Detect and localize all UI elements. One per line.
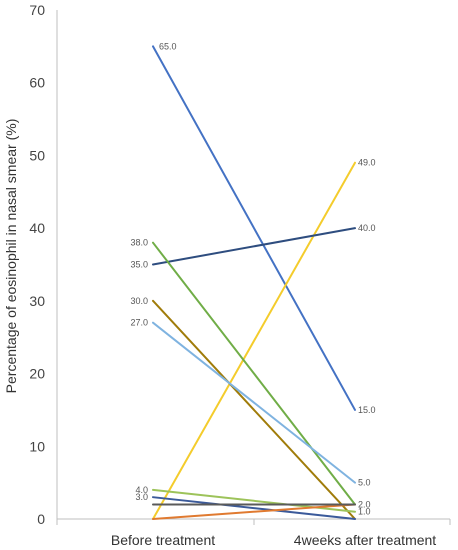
series-line: [152, 299, 356, 520]
data-label: 65.0: [159, 41, 177, 51]
data-label: 38.0: [130, 238, 148, 248]
y-axis-title: Percentage of eosinophil in nasal smear …: [3, 119, 19, 394]
data-label: 30.0: [130, 296, 148, 306]
data-label: 1.0: [358, 507, 371, 517]
x-category-label: 4weeks after treatment: [294, 532, 437, 548]
series-line: [152, 496, 356, 520]
axes: 0 10 20 30 40 50 60 70 Before treatment 4weeks af…: [29, 2, 451, 548]
data-label: 49.0: [358, 158, 376, 168]
data-label: 3.0: [135, 492, 148, 502]
x-category-label: Before treatment: [111, 532, 215, 548]
data-labels: 65.0 15.0 49.0 35.0 40.0 38.0 30.0 27.0 5.0 4.0 1.…: [130, 41, 375, 516]
y-tick-label: 20: [29, 366, 45, 382]
series-line: [152, 488, 356, 513]
series-line: [152, 503, 356, 520]
data-label: 15.0: [358, 405, 376, 415]
y-tick-label: 50: [29, 147, 45, 163]
y-tick-label: 40: [29, 220, 45, 236]
data-label: 5.0: [358, 478, 371, 488]
data-label: 35.0: [130, 260, 148, 270]
data-label: 2.0: [358, 499, 371, 509]
data-label: 40.0: [358, 223, 376, 233]
y-tick-label: 10: [29, 438, 45, 454]
series-line: [152, 45, 356, 411]
y-tick-label: 0: [37, 511, 45, 527]
series-line: [152, 227, 356, 266]
series-line: [152, 241, 356, 506]
y-tick-label: 60: [29, 75, 45, 91]
series-lines: [152, 45, 356, 520]
series-line: [152, 321, 356, 484]
data-label: 27.0: [130, 318, 148, 328]
data-label: 4.0: [135, 485, 148, 495]
series-line: [152, 161, 356, 520]
y-tick-label: 70: [29, 2, 45, 18]
y-tick-label: 30: [29, 293, 45, 309]
